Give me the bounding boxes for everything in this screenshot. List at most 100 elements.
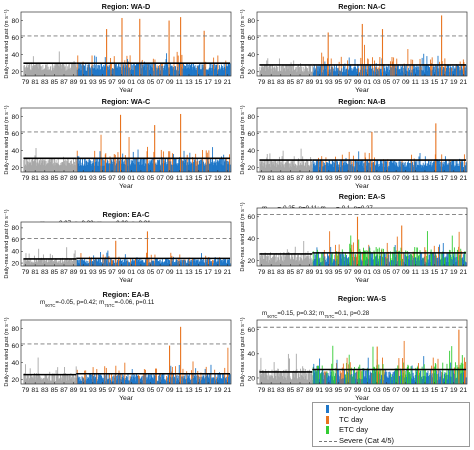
bar-tc bbox=[396, 236, 398, 266]
bar-pre-period bbox=[49, 162, 51, 172]
bar-pre-period bbox=[53, 260, 54, 266]
bar-pre-period bbox=[36, 63, 38, 76]
bar-noncyclone bbox=[222, 67, 224, 76]
bar-noncyclone bbox=[385, 258, 387, 266]
bar-noncyclone bbox=[135, 164, 137, 172]
bar-pre-period bbox=[263, 67, 265, 76]
bar-etc bbox=[451, 346, 453, 384]
bar-noncyclone bbox=[452, 159, 454, 172]
bar-tc bbox=[112, 260, 114, 266]
bar-tc bbox=[383, 369, 385, 384]
plot-frame bbox=[20, 221, 232, 267]
bar-etc bbox=[451, 235, 453, 266]
bar-noncyclone bbox=[128, 67, 130, 76]
bar-etc bbox=[320, 374, 322, 384]
bar-noncyclone bbox=[437, 257, 438, 266]
bar-noncyclone bbox=[141, 158, 143, 172]
bar-noncyclone bbox=[358, 378, 360, 384]
bar-etc bbox=[314, 369, 316, 384]
bar-noncyclone bbox=[445, 256, 447, 266]
bar-etc bbox=[394, 252, 396, 266]
bar-noncyclone bbox=[142, 261, 144, 266]
y-tick-label: 60 bbox=[247, 131, 255, 138]
bar-pre-period bbox=[68, 375, 70, 384]
bar-tc bbox=[385, 256, 387, 266]
bar-noncyclone bbox=[190, 161, 192, 172]
bar-pre-period bbox=[304, 258, 306, 266]
bar-tc bbox=[462, 59, 464, 76]
x-tick-label: 83 bbox=[277, 175, 285, 182]
bar-noncyclone bbox=[386, 376, 388, 384]
bar-noncyclone bbox=[91, 374, 93, 384]
x-tick-label: 89 bbox=[306, 175, 314, 182]
bar-noncyclone bbox=[212, 377, 214, 384]
bar-noncyclone bbox=[380, 160, 382, 172]
bar-noncyclone bbox=[216, 64, 218, 76]
bar-pre-period bbox=[46, 164, 48, 172]
bar-noncyclone bbox=[456, 163, 457, 172]
bar-tc bbox=[195, 153, 197, 172]
bar-noncyclone bbox=[134, 261, 136, 266]
bar-noncyclone bbox=[223, 154, 225, 172]
bar-pre-period bbox=[23, 375, 25, 384]
bar-noncyclone bbox=[119, 261, 120, 266]
bar-pre-period bbox=[25, 157, 27, 172]
bar-pre-period bbox=[290, 64, 291, 76]
bar-noncyclone bbox=[338, 370, 340, 384]
bar-noncyclone bbox=[162, 263, 164, 266]
bar-tc bbox=[449, 68, 451, 76]
bar-noncyclone bbox=[337, 161, 339, 172]
bar-noncyclone bbox=[344, 63, 346, 76]
bar-noncyclone bbox=[113, 375, 115, 384]
bar-noncyclone bbox=[104, 375, 106, 384]
bar-pre-period bbox=[41, 259, 43, 266]
bar-noncyclone bbox=[93, 165, 95, 172]
bar-pre-period bbox=[66, 69, 68, 76]
bar-noncyclone bbox=[364, 377, 365, 384]
bar-noncyclone bbox=[136, 257, 138, 266]
bar-pre-period bbox=[67, 380, 69, 384]
bar-etc bbox=[444, 375, 446, 384]
bar-noncyclone bbox=[227, 258, 229, 266]
bar-noncyclone bbox=[446, 68, 447, 76]
bar-pre-period bbox=[37, 261, 39, 266]
bar-noncyclone bbox=[93, 259, 95, 266]
bar-pre-period bbox=[282, 378, 284, 384]
bar-etc bbox=[322, 252, 324, 266]
bar-noncyclone bbox=[417, 66, 419, 76]
bar-tc-peak bbox=[168, 20, 170, 76]
bar-noncyclone bbox=[413, 68, 415, 76]
bar-noncyclone bbox=[355, 257, 357, 266]
bar-noncyclone bbox=[425, 262, 427, 266]
bar-noncyclone bbox=[148, 62, 150, 76]
bar-pre-period bbox=[304, 64, 306, 76]
bar-noncyclone bbox=[373, 163, 375, 172]
bar-pre-period bbox=[265, 255, 267, 266]
bar-noncyclone bbox=[392, 162, 394, 172]
bar-noncyclone bbox=[161, 66, 163, 76]
bar-noncyclone bbox=[405, 68, 407, 76]
bar-pre-period bbox=[48, 375, 50, 384]
bar-pre-period bbox=[54, 262, 56, 266]
bar-noncyclone bbox=[166, 163, 168, 172]
bar-noncyclone bbox=[144, 259, 146, 266]
x-tick-label: 05 bbox=[147, 79, 155, 86]
bar-noncyclone bbox=[170, 259, 172, 266]
bar-noncyclone bbox=[177, 259, 179, 266]
bar-pre-period bbox=[36, 63, 37, 76]
bar-noncyclone bbox=[77, 260, 79, 266]
bar-pre-period bbox=[60, 374, 62, 384]
bar-etc bbox=[326, 371, 328, 384]
bar-noncyclone bbox=[459, 254, 461, 266]
bar-noncyclone bbox=[445, 71, 447, 76]
bar-tc bbox=[323, 249, 325, 266]
bar-noncyclone bbox=[449, 65, 451, 76]
bar-pre-period bbox=[27, 161, 29, 172]
x-tick-label: 07 bbox=[392, 269, 400, 276]
bar-noncyclone bbox=[349, 68, 351, 76]
bar-noncyclone bbox=[357, 64, 359, 76]
bar-pre-period bbox=[287, 251, 289, 266]
bar-pre-period bbox=[280, 252, 281, 266]
bar-noncyclone bbox=[214, 67, 216, 76]
bar-noncyclone bbox=[224, 377, 226, 384]
